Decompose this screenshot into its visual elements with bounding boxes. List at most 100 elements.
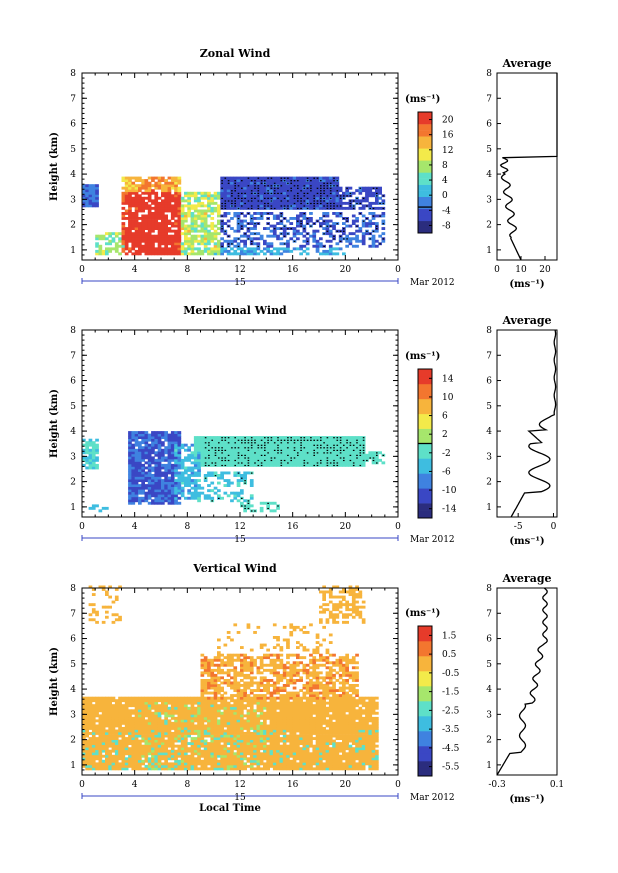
meridional-cell (253, 453, 257, 457)
vertical-cell (124, 767, 129, 771)
vertical-cell (174, 724, 178, 728)
vertical-cell (144, 749, 149, 753)
zonal-cell (365, 191, 369, 195)
meridional-cell (138, 461, 142, 465)
zonal-cell (315, 206, 320, 210)
meridional-cell (249, 479, 254, 482)
meridional-contour-dot (244, 464, 246, 467)
zonal-cell (332, 191, 336, 195)
zonal-cell (332, 189, 336, 193)
vertical-cell (151, 711, 155, 715)
zonal-cell (114, 234, 119, 238)
zonal-cell (138, 242, 142, 246)
zonal-cell (220, 222, 224, 225)
zonal-cell (332, 199, 336, 203)
zonal-cell (88, 204, 93, 208)
zonal-contour-dot (323, 220, 325, 222)
meridional-cell (358, 458, 363, 462)
zonal-contour-dot (257, 205, 260, 207)
zonal-cell (105, 242, 109, 246)
meridional-cell (174, 451, 178, 455)
zonal-cell (296, 201, 300, 205)
zonal-cell (177, 214, 182, 218)
zonal-cell (121, 176, 126, 180)
meridional-cell (226, 446, 231, 450)
vertical-cell (170, 747, 175, 751)
vertical-cell (138, 752, 142, 756)
zonal-cell (368, 201, 373, 205)
zonal-contour-dot (234, 202, 236, 205)
vertical-cell (88, 747, 93, 751)
zonal-cell (161, 179, 165, 182)
zonal-cell (187, 244, 191, 248)
meridional-cell (351, 446, 356, 450)
vertical-cell (101, 742, 106, 745)
meridional-cell (243, 458, 247, 462)
meridional-cell (240, 489, 244, 493)
zonal-cell (154, 212, 159, 215)
zonal-contour-dot (323, 245, 325, 247)
meridional-cell (91, 466, 96, 470)
vertical-cell (157, 709, 162, 713)
vertical-cell (154, 757, 159, 761)
zonal-contour-dot (227, 245, 230, 247)
zonal-cell (187, 196, 191, 200)
meridional-cell (170, 481, 175, 485)
zonal-contour-dot (362, 220, 365, 222)
zonal-unit: (ms⁻¹) (405, 94, 440, 105)
zonal-cell (190, 252, 195, 256)
meridional-cell (128, 458, 132, 462)
vertical-cell (121, 729, 126, 733)
meridional-cell (161, 453, 165, 457)
meridional-cell (174, 453, 178, 457)
meridional-cell (134, 486, 139, 490)
meridional-cell (210, 474, 215, 477)
vertical-cell (98, 709, 103, 713)
meridional-cell (365, 456, 369, 460)
zonal-cell (233, 244, 238, 248)
zonal-cell (305, 199, 310, 203)
meridional-cell (177, 479, 182, 482)
meridional-cell (91, 456, 96, 460)
zonal-cell (233, 194, 238, 198)
meridional-cell (180, 463, 185, 467)
meridional-cell (147, 433, 152, 437)
meridional-cell (193, 484, 198, 487)
zonal-contour-dot (283, 180, 286, 182)
meridional-cell (177, 458, 182, 462)
vertical-cell (134, 727, 139, 730)
meridional-contour-dot (247, 442, 250, 444)
vertical-cell (118, 767, 122, 771)
vertical-cell (118, 734, 122, 738)
zonal-cell (253, 176, 257, 180)
vertical-cell (114, 742, 119, 745)
zonal-cell (240, 184, 244, 188)
vertical-cell (141, 734, 145, 738)
zonal-cell (167, 209, 172, 213)
zonal-cell (144, 239, 149, 243)
vertical-cell (147, 704, 152, 708)
meridional-cell (269, 453, 274, 457)
meridional-cell (210, 441, 215, 445)
zonal-cell (272, 234, 277, 238)
zonal-cell (210, 212, 215, 215)
zonal-cell (302, 234, 307, 238)
zonal-cell (368, 194, 373, 198)
meridional-cell (177, 456, 182, 460)
meridional-contour-dot (241, 442, 243, 444)
zonal-cell (348, 239, 353, 243)
vertical-cell (164, 724, 168, 728)
vertical-cell (147, 749, 152, 753)
meridional-cell (299, 458, 303, 462)
vertical-cell (131, 752, 136, 756)
zonal-cell (124, 176, 129, 180)
vertical-cell (134, 719, 139, 723)
meridional-cell (187, 469, 191, 472)
meridional-colorbar-label: 10 (442, 393, 454, 403)
vertical-cell (167, 714, 172, 718)
meridional-contour-dot (231, 447, 233, 449)
zonal-cell (345, 244, 349, 248)
meridional-contour-dot (204, 462, 207, 464)
zonal-contour-dot (270, 185, 273, 187)
zonal-contour-dot (346, 238, 348, 240)
